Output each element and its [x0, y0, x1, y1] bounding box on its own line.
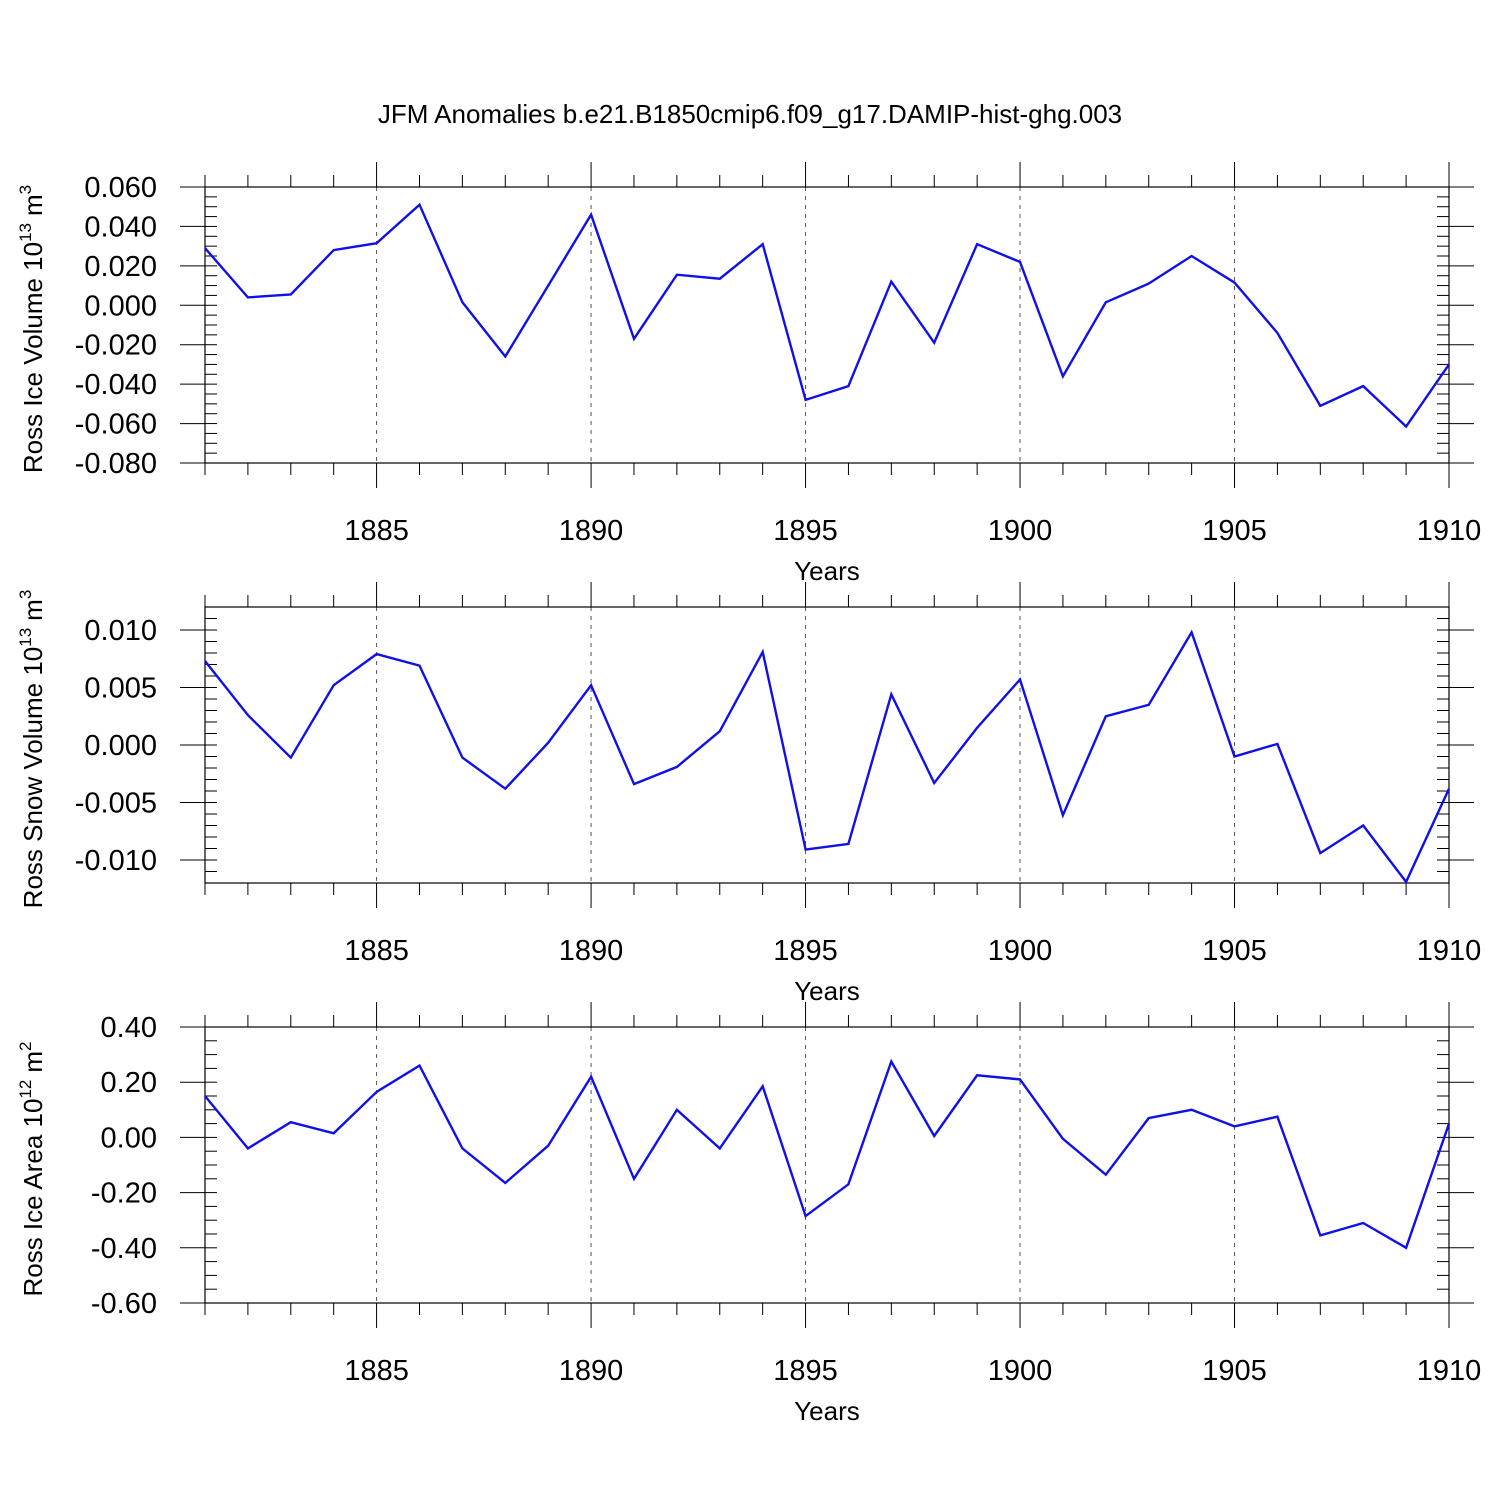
y-axis-label-text: Ross Ice Area 10	[18, 1099, 48, 1297]
panels: 0.060 0.040 0.020 0.000 -0.020 -0.040 -0.060 -0…	[16, 162, 1481, 1426]
y-tick-label: 0.000	[84, 730, 157, 762]
x-tick-label: 1900	[988, 935, 1053, 967]
y-tick-label: -0.40	[91, 1233, 157, 1265]
y-axis-label-unit-exponent: 3	[16, 590, 35, 599]
y-axis-label-exponent: 13	[16, 223, 35, 242]
y-axis-label-unit-exponent: 3	[16, 185, 35, 194]
y-axis-label-unit: m	[18, 1051, 48, 1073]
y-tick-label: 0.010	[84, 615, 157, 647]
y-tick-label: 0.20	[101, 1067, 157, 1099]
y-tick-label: -0.020	[75, 330, 157, 362]
x-tick-label: 1890	[559, 1355, 624, 1387]
panel-1: 0.060 0.040 0.020 0.000 -0.020 -0.040 -0.060 -0…	[16, 162, 1481, 586]
x-tick-label: 1910	[1417, 935, 1482, 967]
y-axis-label-text: Ross Ice Volume 10	[18, 242, 48, 473]
x-tick-label: 1885	[344, 1355, 409, 1387]
x-tick-label: 1885	[344, 935, 409, 967]
x-tick-label: 1905	[1202, 515, 1267, 547]
y-tick-label: -0.040	[75, 369, 157, 401]
x-tick-label: 1905	[1202, 935, 1267, 967]
series-line	[204, 202, 1450, 429]
y-axis-label-exponent: 13	[16, 628, 35, 647]
x-tick-label: 1890	[559, 515, 624, 547]
y-tick-label: 0.005	[84, 673, 157, 705]
y-tick-label: -0.080	[75, 448, 157, 480]
y-axis-label-unit-exponent: 2	[16, 1041, 35, 1050]
plot-frame	[204, 186, 1450, 464]
x-tick-label: 1895	[773, 935, 838, 967]
y-tick-label: 0.060	[84, 172, 157, 204]
y-tick-label: -0.005	[75, 788, 157, 820]
x-tick-label: 1890	[559, 935, 624, 967]
x-tick-label: 1910	[1417, 1355, 1482, 1387]
y-axis-label: Ross Ice Volume 1013 m3	[16, 185, 48, 473]
x-tick-label: 1905	[1202, 1355, 1267, 1387]
y-tick-label: 0.000	[84, 290, 157, 322]
y-axis-label-unit: m	[18, 194, 48, 216]
y-tick-label: 0.00	[101, 1122, 157, 1154]
panel-2: 0.010 0.005 0.000 -0.005 -0.010 1885 1890 1895 1…	[16, 582, 1481, 1006]
x-tick-label: 1895	[773, 515, 838, 547]
y-tick-label: 0.020	[84, 251, 157, 283]
x-axis-label: Years	[794, 1396, 860, 1426]
plot-frame	[204, 606, 1450, 884]
x-tick-label: 1900	[988, 515, 1053, 547]
series-line	[204, 1058, 1451, 1250]
y-axis-label: Ross Snow Volume 1013 m3	[16, 590, 48, 909]
y-axis-label-text: Ross Snow Volume 10	[18, 647, 48, 909]
x-tick-label: 1895	[773, 1355, 838, 1387]
y-tick-label: 0.040	[84, 211, 157, 243]
x-tick-label: 1910	[1417, 515, 1482, 547]
x-axis-label: Years	[794, 556, 860, 586]
plot-frame	[204, 1026, 1450, 1304]
y-tick-label: -0.60	[91, 1288, 157, 1320]
y-axis-label-unit: m	[18, 599, 48, 621]
panel-3: 0.40 0.20 0.00 -0.20 -0.40 -0.60 1885 1890 1895 1…	[16, 1002, 1481, 1426]
y-tick-label: -0.010	[75, 845, 157, 877]
x-tick-label: 1885	[344, 515, 409, 547]
y-axis-label-exponent: 12	[16, 1080, 35, 1099]
x-axis-label: Years	[794, 976, 860, 1006]
series-line	[204, 629, 1451, 885]
x-tick-label: 1900	[988, 1355, 1053, 1387]
y-tick-label: -0.060	[75, 409, 157, 441]
figure-title: JFM Anomalies b.e21.B1850cmip6.f09_g17.D…	[378, 99, 1122, 129]
y-tick-label: -0.20	[91, 1178, 157, 1210]
y-tick-label: 0.40	[101, 1012, 157, 1044]
y-axis-label: Ross Ice Area 1012 m2	[16, 1041, 48, 1296]
